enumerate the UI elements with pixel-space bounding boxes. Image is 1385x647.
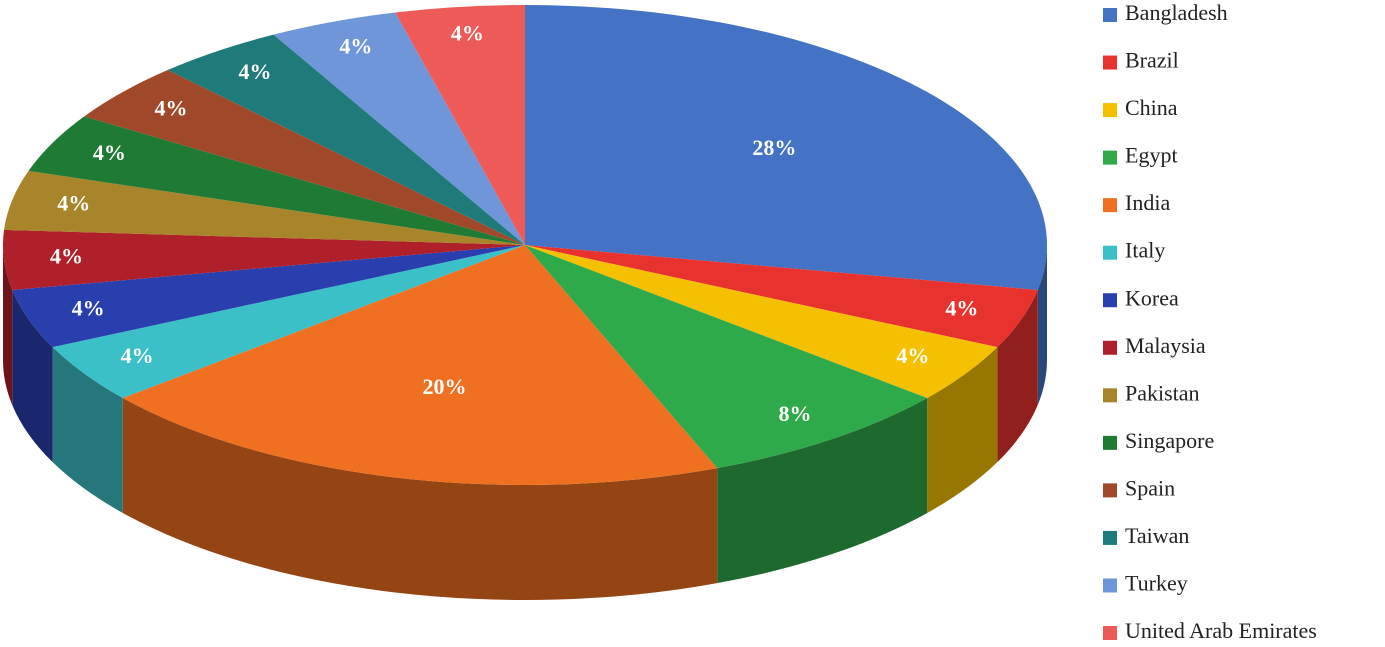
slice <box>4 170 526 245</box>
slice-side <box>12 289 53 463</box>
legend-swatch <box>1103 8 1117 22</box>
legend-swatch <box>1103 150 1117 165</box>
legend-label: Korea <box>1125 285 1179 310</box>
legend-swatch <box>1103 340 1117 355</box>
legend-label: Spain <box>1125 475 1175 500</box>
data-label: 4% <box>339 34 372 59</box>
data-label: 4% <box>57 190 90 215</box>
data-label: 4% <box>93 140 126 165</box>
data-label: 20% <box>423 374 467 399</box>
slice-side <box>927 347 998 513</box>
legend-label: Turkey <box>1125 571 1188 596</box>
data-label: 4% <box>451 21 484 46</box>
slice <box>3 229 526 290</box>
data-label: 4% <box>155 95 188 120</box>
data-label: 4% <box>896 343 929 368</box>
slice-side <box>3 245 13 405</box>
legend-swatch <box>1103 293 1117 308</box>
data-label: 4% <box>72 295 105 320</box>
legend-swatch <box>1103 435 1117 450</box>
data-label: 4% <box>50 243 83 268</box>
slice <box>395 5 525 245</box>
slice-side <box>997 289 1038 463</box>
legend-label: India <box>1125 190 1170 215</box>
slice <box>28 116 526 245</box>
slice-side <box>52 347 123 513</box>
legend-label: Pakistan <box>1125 380 1200 405</box>
legend-swatch <box>1103 483 1117 498</box>
data-label: 4% <box>238 59 271 84</box>
legend-swatch <box>1103 103 1117 118</box>
slice <box>12 245 526 348</box>
slice <box>122 245 718 486</box>
slice-side <box>1037 245 1047 405</box>
legend-swatch <box>1103 55 1117 70</box>
legend-swatch <box>1103 245 1117 260</box>
legend-label: Brazil <box>1125 48 1179 73</box>
legend-label: United Arab Emirates <box>1125 618 1317 643</box>
legend-swatch <box>1103 198 1117 213</box>
slice <box>84 70 525 245</box>
slice <box>525 245 1038 348</box>
legend-swatch <box>1103 578 1117 593</box>
slice <box>167 34 525 245</box>
legend-swatch <box>1103 388 1117 403</box>
legend-swatch <box>1103 530 1117 545</box>
legend-swatch <box>1103 626 1117 640</box>
slice <box>525 245 998 398</box>
slice-side <box>717 397 928 584</box>
legend-label: Italy <box>1125 238 1165 263</box>
slice <box>52 245 526 398</box>
data-label: 8% <box>779 401 812 426</box>
legend-label: Malaysia <box>1125 333 1206 358</box>
slice <box>525 245 928 469</box>
legend-label: Taiwan <box>1125 523 1189 548</box>
slice <box>273 12 525 246</box>
legend-label: Bangladesh <box>1125 0 1228 25</box>
data-label: 28% <box>752 135 796 160</box>
data-label: 4% <box>945 295 978 320</box>
slice-side <box>122 397 718 600</box>
slice <box>525 5 1047 290</box>
legend-label: Singapore <box>1125 428 1214 453</box>
data-label: 4% <box>121 343 154 368</box>
legend-label: China <box>1125 95 1178 120</box>
legend-label: Egypt <box>1125 143 1178 168</box>
